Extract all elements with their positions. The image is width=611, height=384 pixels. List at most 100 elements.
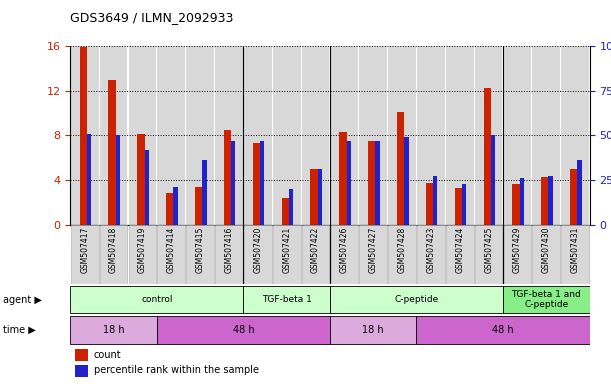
Bar (562, 46, 589, 225)
Text: GSM507422: GSM507422 (311, 227, 320, 273)
Bar (289, 189, 293, 225)
Text: GSM507414: GSM507414 (167, 227, 176, 273)
Bar (215, 46, 243, 225)
Bar (417, 225, 445, 284)
Text: TGF-beta 1 and
C-peptide: TGF-beta 1 and C-peptide (511, 290, 581, 309)
Text: percentile rank within the sample: percentile rank within the sample (93, 366, 258, 376)
Bar (224, 130, 231, 225)
Text: GSM507423: GSM507423 (426, 227, 436, 273)
Bar (244, 46, 272, 225)
Bar (446, 225, 474, 284)
Text: 48 h: 48 h (233, 325, 254, 335)
Bar (417, 46, 445, 225)
Text: 18 h: 18 h (362, 325, 384, 335)
Text: GSM507421: GSM507421 (282, 227, 291, 273)
Text: GSM507425: GSM507425 (484, 227, 493, 273)
Text: C-peptide: C-peptide (394, 295, 439, 304)
Text: GSM507427: GSM507427 (368, 227, 378, 273)
Bar (282, 198, 289, 225)
Bar (260, 141, 265, 225)
Bar (128, 46, 156, 225)
Text: TGF-beta 1: TGF-beta 1 (262, 295, 312, 304)
Bar (310, 169, 318, 225)
Bar (446, 46, 474, 225)
Text: GSM507428: GSM507428 (398, 227, 406, 273)
Bar (100, 225, 128, 284)
Bar (273, 225, 301, 284)
Bar (513, 184, 519, 225)
Bar (483, 88, 491, 225)
Bar (359, 46, 387, 225)
Bar (533, 46, 560, 225)
Text: GSM507426: GSM507426 (340, 227, 349, 273)
Bar (137, 134, 145, 225)
Text: GDS3649 / ILMN_2092933: GDS3649 / ILMN_2092933 (70, 12, 233, 25)
Text: GSM507424: GSM507424 (455, 227, 464, 273)
Bar (76, 349, 89, 361)
Bar (302, 46, 329, 225)
Bar (243, 286, 330, 313)
Text: GSM507416: GSM507416 (224, 227, 233, 273)
Bar (174, 187, 178, 225)
Text: GSM507417: GSM507417 (80, 227, 89, 273)
Bar (339, 132, 346, 225)
Bar (549, 176, 553, 225)
Text: agent ▶: agent ▶ (3, 295, 42, 305)
Bar (519, 178, 524, 225)
Bar (202, 161, 207, 225)
Text: time ▶: time ▶ (3, 325, 36, 335)
Bar (71, 46, 98, 225)
Bar (253, 143, 260, 225)
Bar (503, 286, 590, 313)
Bar (166, 194, 174, 225)
Text: GSM507429: GSM507429 (513, 227, 522, 273)
Bar (244, 225, 272, 284)
Bar (70, 286, 243, 313)
Text: GSM507419: GSM507419 (138, 227, 147, 273)
Bar (158, 46, 185, 225)
Bar (397, 112, 404, 225)
Bar (541, 177, 549, 225)
Bar (215, 225, 243, 284)
Bar (195, 187, 202, 225)
Bar (533, 225, 560, 284)
Bar (417, 316, 590, 344)
Bar (562, 225, 589, 284)
Bar (503, 46, 532, 225)
Bar (87, 134, 91, 225)
Text: 48 h: 48 h (492, 325, 514, 335)
Text: GSM507431: GSM507431 (571, 227, 580, 273)
Bar (231, 141, 235, 225)
Bar (115, 136, 120, 225)
Bar (404, 137, 409, 225)
Text: 18 h: 18 h (103, 325, 125, 335)
Bar (433, 176, 437, 225)
Bar (128, 225, 156, 284)
Bar (426, 183, 433, 225)
Text: GSM507418: GSM507418 (109, 227, 118, 273)
Bar (71, 225, 98, 284)
Text: GSM507430: GSM507430 (542, 227, 551, 273)
Bar (570, 169, 577, 225)
Bar (79, 47, 87, 225)
Bar (158, 225, 185, 284)
Bar (388, 46, 416, 225)
Bar (318, 169, 322, 225)
Bar (330, 316, 417, 344)
Bar (388, 225, 416, 284)
Bar (368, 141, 375, 225)
Bar (70, 316, 157, 344)
Bar (346, 141, 351, 225)
Bar (186, 225, 214, 284)
Bar (455, 188, 462, 225)
Bar (577, 161, 582, 225)
Bar (503, 225, 532, 284)
Bar (273, 46, 301, 225)
Text: GSM507420: GSM507420 (254, 227, 262, 273)
Bar (475, 225, 502, 284)
Bar (76, 365, 89, 377)
Bar (462, 184, 466, 225)
Bar (157, 316, 330, 344)
Text: GSM507415: GSM507415 (196, 227, 205, 273)
Bar (375, 141, 379, 225)
